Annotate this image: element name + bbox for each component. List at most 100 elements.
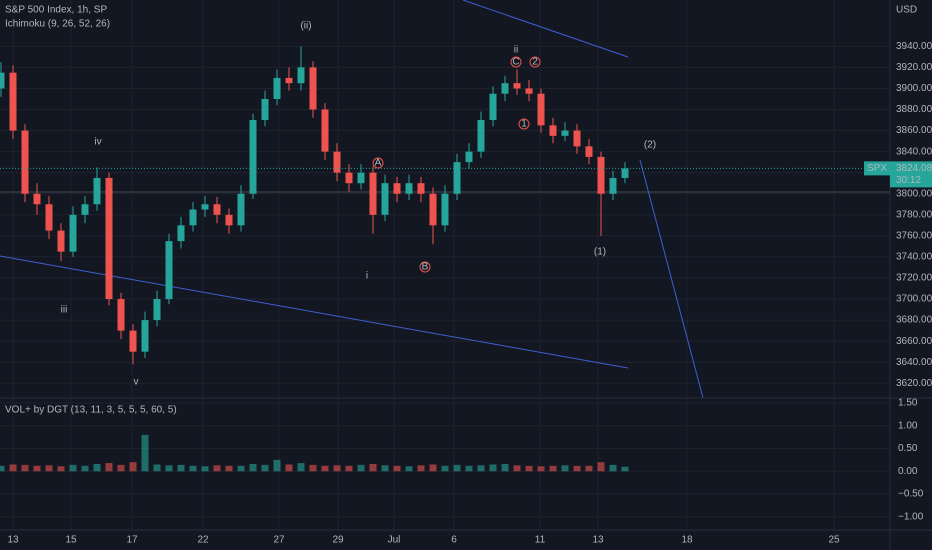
volume-bar xyxy=(213,465,221,472)
volume-bar xyxy=(297,463,305,472)
candle-body xyxy=(501,83,509,94)
y-tick-label: 3840.00 xyxy=(896,146,932,157)
volume-bar xyxy=(249,464,257,472)
candle-body xyxy=(285,77,293,84)
candle-body xyxy=(513,83,521,89)
volume-bar xyxy=(489,464,497,472)
y2-tick-label: 0.00 xyxy=(898,466,918,477)
x-tick-label: 27 xyxy=(273,535,285,546)
volume-bar xyxy=(453,464,461,472)
wave-label: B xyxy=(422,262,429,273)
volume-bar xyxy=(321,465,329,472)
volume-bar xyxy=(465,465,473,472)
candle-body xyxy=(609,177,617,194)
candle-body xyxy=(561,130,569,136)
candle-body xyxy=(189,209,197,226)
x-tick-label: 18 xyxy=(681,535,693,546)
wave-label: (2) xyxy=(644,140,656,151)
candle-body xyxy=(213,204,221,215)
wave-label: (1) xyxy=(594,247,606,258)
candle-body xyxy=(21,130,29,194)
volume-bar xyxy=(537,466,545,472)
candle-body xyxy=(621,168,629,178)
y-tick-label: 3740.00 xyxy=(896,252,932,263)
x-tick-label: 15 xyxy=(65,535,77,546)
candle-body xyxy=(537,93,545,126)
volume-bar xyxy=(57,466,65,472)
volume-bar xyxy=(69,464,77,472)
volume-bar xyxy=(33,465,41,472)
candle-body xyxy=(249,120,257,194)
candle-body xyxy=(357,172,365,184)
currency: USD xyxy=(896,5,917,16)
candle-body xyxy=(369,172,377,215)
volume-bar xyxy=(153,464,161,472)
volume-bar xyxy=(333,465,341,472)
x-tick-label: 29 xyxy=(332,535,344,546)
wave-label: i xyxy=(366,271,368,282)
indicator-label: Ichimoku (9, 26, 52, 26) xyxy=(5,19,110,30)
candle-body xyxy=(393,183,401,194)
trend-line xyxy=(462,0,629,58)
price-label-box xyxy=(890,161,932,188)
volume-bar xyxy=(441,465,449,472)
y-tick-label: 3900.00 xyxy=(896,83,932,94)
volume-bar xyxy=(381,465,389,472)
y-tick-label: 3640.00 xyxy=(896,357,932,368)
candle-body xyxy=(309,67,317,110)
candle-body xyxy=(297,67,305,84)
candle-body xyxy=(381,183,389,215)
y2-tick-label: −1.00 xyxy=(898,511,924,522)
y-tick-label: 3920.00 xyxy=(896,62,932,73)
candle-body xyxy=(57,230,65,252)
candle-body xyxy=(273,77,281,99)
volume-bar xyxy=(561,465,569,472)
y-tick-label: 3700.00 xyxy=(896,294,932,305)
countdown: 30:12 xyxy=(896,175,921,186)
candle-body xyxy=(165,241,173,300)
wave-label: iii xyxy=(61,305,68,316)
volume-bar xyxy=(21,464,29,472)
volume-bar xyxy=(585,465,593,472)
volume-bar xyxy=(417,465,425,472)
candle-body xyxy=(0,72,5,89)
x-tick-label: Jul xyxy=(388,535,401,546)
candle-body xyxy=(333,151,341,173)
wave-label: A xyxy=(375,158,382,169)
volume-bar xyxy=(573,465,581,472)
volume-bar xyxy=(405,466,413,472)
volume-bar xyxy=(45,465,53,472)
volume-bar xyxy=(285,464,293,472)
candle-body xyxy=(321,109,329,152)
volume-bar xyxy=(165,465,173,472)
x-tick-label: 17 xyxy=(126,535,138,546)
candle-body xyxy=(177,225,185,242)
candle-body xyxy=(417,183,425,194)
candle-body xyxy=(597,156,605,194)
candle-body xyxy=(237,193,245,226)
candle-body xyxy=(69,214,77,252)
candle-body xyxy=(429,193,437,226)
candle-body xyxy=(81,204,89,215)
y-tick-label: 3680.00 xyxy=(896,315,932,326)
projection-line xyxy=(639,159,704,399)
candle-body xyxy=(573,130,581,147)
volume-bar xyxy=(141,434,149,472)
y2-tick-label: 0.50 xyxy=(898,443,918,454)
volume-bar xyxy=(177,464,185,472)
candle-body xyxy=(405,183,413,194)
volume-bar xyxy=(549,465,557,472)
candle-body xyxy=(225,214,233,226)
wave-label: (ii) xyxy=(300,21,311,32)
volume-bar xyxy=(105,463,113,472)
wave-label: 1 xyxy=(521,119,527,130)
y-tick-label: 3940.00 xyxy=(896,41,932,52)
volume-bar xyxy=(0,465,5,472)
candle-body xyxy=(261,98,269,121)
candle-body xyxy=(33,193,41,205)
candle-body xyxy=(489,93,497,121)
volume-bar xyxy=(117,464,125,472)
last-price: 3824.08 xyxy=(896,163,932,174)
annotation-circle xyxy=(529,56,541,68)
